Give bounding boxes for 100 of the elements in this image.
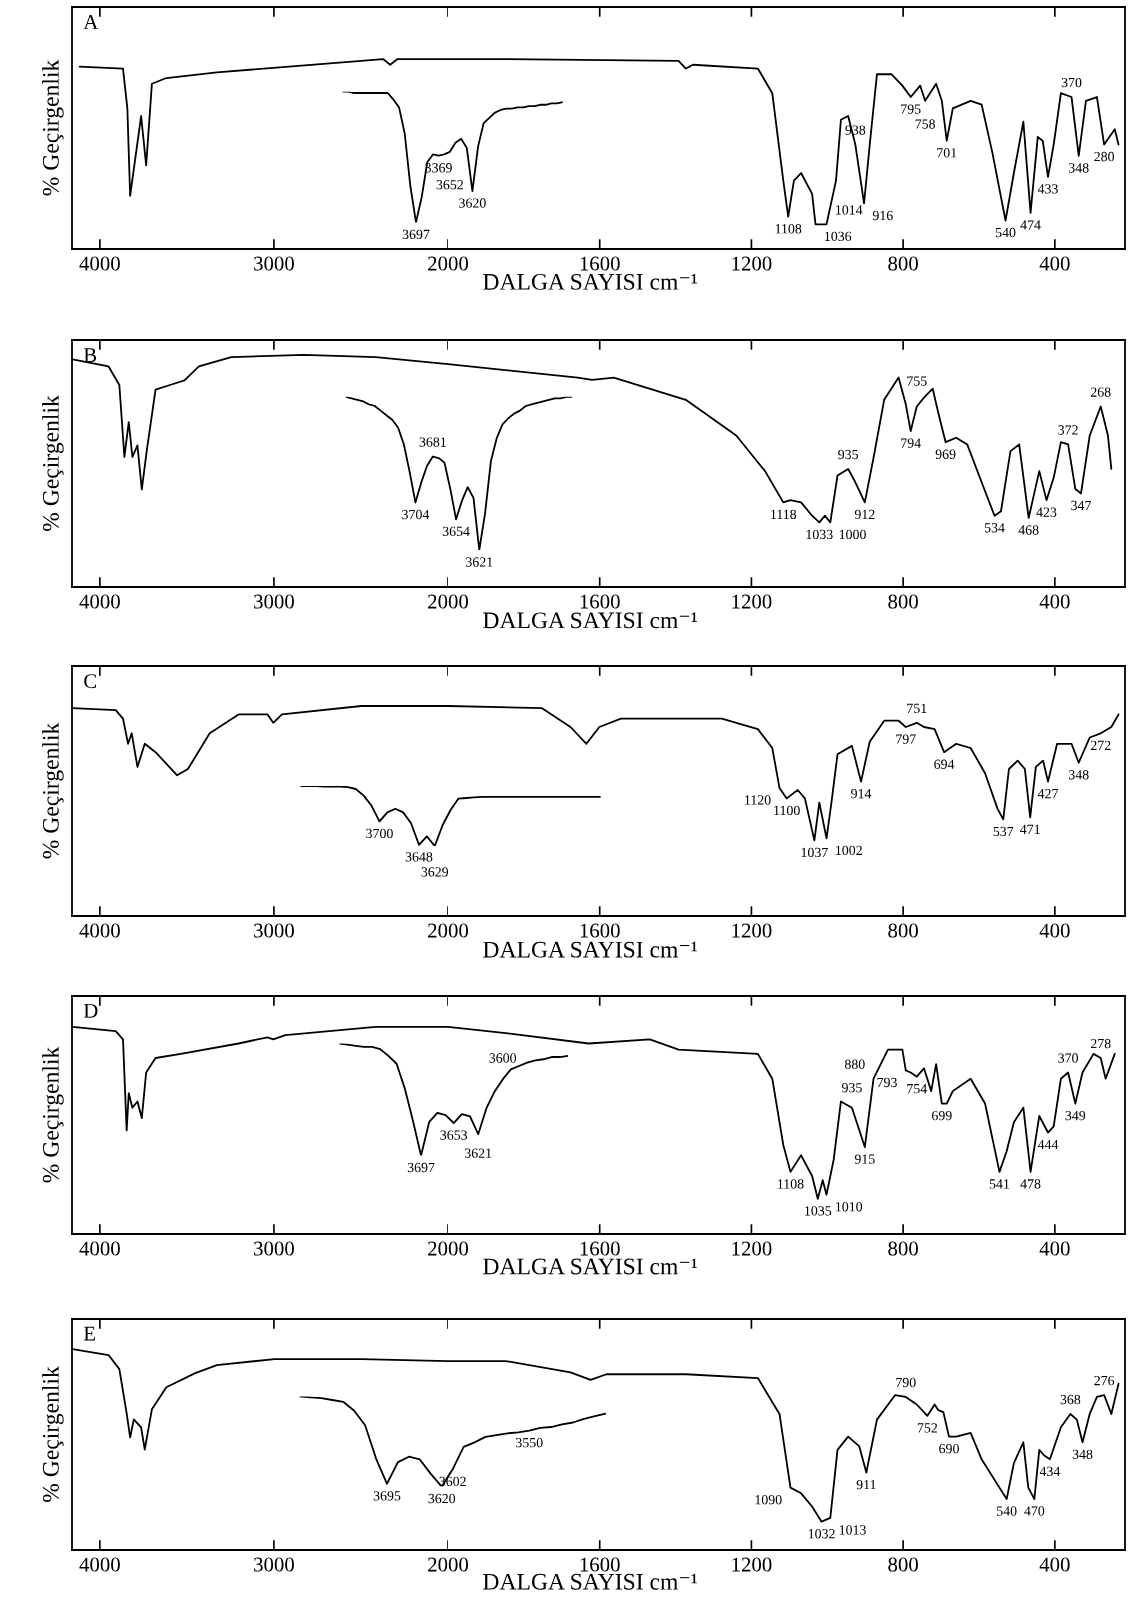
annotation: 3652	[436, 180, 463, 190]
annotation: 795	[901, 104, 921, 114]
annotation: 349	[1065, 1110, 1086, 1121]
x-tick-label: 400	[1039, 1557, 1070, 1572]
annotation: 348	[1068, 163, 1089, 173]
x-tick-label: 400	[1039, 923, 1070, 938]
annotation: 433	[1037, 184, 1058, 194]
x-tick-label: 800	[888, 594, 918, 609]
y-axis-title: % Geçirgenlik	[42, 1366, 64, 1502]
annotation: 1032	[808, 1529, 835, 1539]
x-tick-label: 800	[888, 1241, 918, 1256]
annotation: 1010	[836, 1202, 863, 1212]
x-tick-label: 800	[888, 923, 918, 938]
x-tick-label: 4000	[79, 256, 120, 271]
annotation: 348	[1072, 1449, 1093, 1460]
chart-title: A	[83, 14, 99, 29]
annotation: 794	[901, 438, 921, 448]
annotation: 694	[934, 759, 955, 769]
annotation: 3697	[402, 229, 430, 240]
annotation: 1000	[839, 529, 866, 540]
annotation: 1118	[771, 509, 797, 520]
annotation: 3620	[428, 1493, 456, 1504]
x-tick-label: 3000	[254, 594, 294, 609]
annotation: 280	[1094, 151, 1115, 162]
annotation: 370	[1058, 1053, 1078, 1063]
chart-title: E	[83, 1326, 95, 1341]
annotation: 3600	[489, 1053, 517, 1063]
x-tick-label: 1600	[580, 594, 620, 609]
annotation: 935	[838, 449, 859, 460]
annotation: 478	[1020, 1179, 1041, 1189]
x-axis-title: DALGA SAYISI cm⁻¹	[483, 273, 698, 290]
annotation: 3620	[459, 198, 486, 208]
x-axis-title: DALGA SAYISI cm⁻¹	[483, 1573, 698, 1590]
x-tick-label: 4000	[79, 1241, 120, 1256]
annotation: 758	[915, 119, 936, 129]
x-tick-label: 1200	[732, 923, 772, 938]
annotation: 368	[1060, 1394, 1081, 1405]
chart-title: D	[83, 1003, 98, 1018]
x-tick-label: 2000	[428, 1557, 469, 1572]
annotation: 751	[907, 703, 927, 714]
x-tick-label: 4000	[79, 923, 120, 938]
annotation: 1108	[775, 224, 802, 234]
x-tick-label: 400	[1039, 594, 1070, 609]
x-tick-label: 1600	[580, 923, 620, 938]
annotation: 752	[917, 1423, 938, 1433]
x-tick-label: 1600	[580, 1557, 620, 1572]
annotation: 1035	[805, 1206, 832, 1216]
y-axis-title: % Geçirgenlik	[42, 1046, 64, 1183]
annotation: 755	[907, 376, 927, 386]
annotation: 444	[1037, 1139, 1059, 1150]
x-tick-label: 400	[1039, 1241, 1070, 1256]
x-tick-label: 2000	[428, 594, 469, 609]
x-tick-label: 1200	[732, 594, 772, 609]
annotation: 1013	[839, 1525, 866, 1535]
annotation: 276	[1094, 1375, 1115, 1386]
annotation: 427	[1037, 788, 1059, 799]
annotation: 1100	[774, 805, 800, 816]
x-axis-title: DALGA SAYISI cm⁻¹	[483, 612, 698, 629]
annotation: 348	[1068, 770, 1089, 780]
annotation: 699	[931, 1110, 952, 1121]
annotation: 914	[851, 788, 872, 799]
x-tick-label: 3000	[254, 1241, 294, 1256]
annotation: 468	[1018, 525, 1039, 535]
annotation: 471	[1020, 824, 1040, 834]
annotation: 793	[877, 1077, 897, 1088]
annotation: 797	[896, 734, 916, 744]
annotation: 423	[1036, 507, 1057, 517]
x-tick-label: 4000	[79, 594, 120, 609]
annotation: 690	[939, 1443, 959, 1454]
x-tick-label: 800	[888, 256, 918, 271]
chart-title: C	[84, 674, 97, 689]
y-axis-title: % Geçirgenlik	[42, 395, 64, 531]
annotation: 540	[995, 227, 1016, 238]
annotation: 474	[1020, 220, 1041, 230]
y-axis-title: % Geçirgenlik	[42, 722, 64, 859]
x-tick-label: 3000	[254, 923, 294, 938]
annotation: 1036	[825, 231, 852, 242]
annotation: 3550	[516, 1437, 543, 1448]
annotation: 1120	[745, 795, 771, 805]
annotation: 912	[854, 509, 875, 520]
annotation: 880	[844, 1059, 865, 1069]
annotation: 434	[1039, 1466, 1061, 1477]
annotation: 540	[997, 1506, 1017, 1516]
annotation: 534	[984, 523, 1005, 533]
annotation: 1090	[755, 1494, 782, 1505]
annotation: 3653	[440, 1130, 468, 1140]
annotation: 541	[989, 1179, 1010, 1189]
chart-title: B	[83, 348, 97, 362]
x-tick-label: 1600	[580, 256, 620, 271]
annotation: 915	[854, 1154, 875, 1164]
annotation: 268	[1090, 387, 1111, 397]
annotation: 3700	[366, 828, 393, 839]
annotation: 3697	[407, 1162, 435, 1173]
x-tick-label: 400	[1039, 256, 1070, 271]
annotation: 537	[993, 826, 1014, 837]
annotation: 470	[1024, 1506, 1045, 1516]
annotation: 3704	[402, 509, 430, 520]
annotation: 1037	[801, 847, 828, 858]
y-axis-title: % Geçirgenlik	[42, 59, 64, 196]
annotation: 1002	[836, 845, 862, 856]
